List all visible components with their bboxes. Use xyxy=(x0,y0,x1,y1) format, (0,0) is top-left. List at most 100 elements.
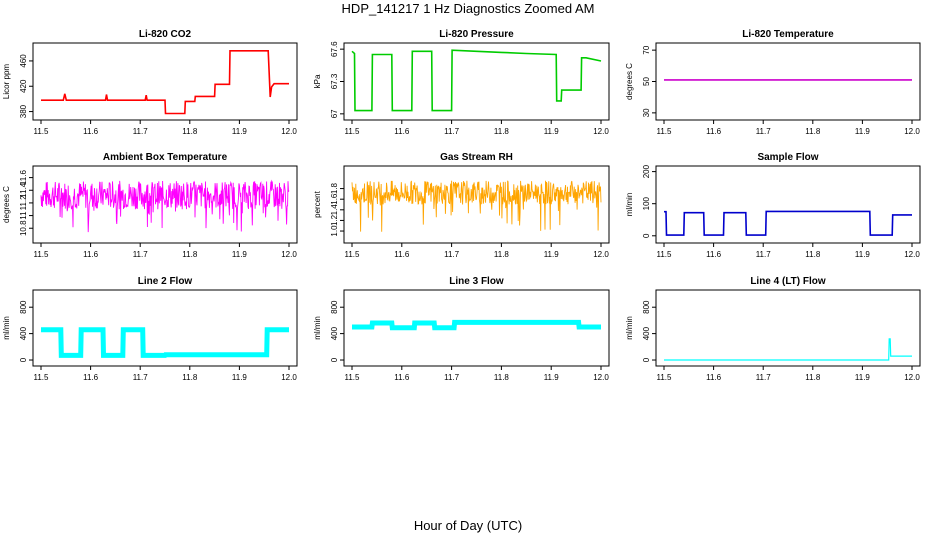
plot-frame xyxy=(32,42,298,121)
y-tick-label: 380 xyxy=(19,104,28,118)
x-tick-label: 11.6 xyxy=(394,373,410,382)
series-line xyxy=(40,179,290,233)
plot-frame xyxy=(655,42,921,121)
series-line xyxy=(351,49,602,112)
x-tick-label: 11.9 xyxy=(232,373,248,382)
series-line xyxy=(41,49,289,115)
y-tick-label: 1.6 xyxy=(330,193,339,205)
x-tick-label: 11.8 xyxy=(182,127,198,136)
x-tick-label: 11.7 xyxy=(133,373,149,382)
y-axis-label: ml/min xyxy=(625,316,634,340)
x-tick-label: 11.6 xyxy=(394,250,410,259)
y-axis-label: Licor ppm xyxy=(2,64,11,99)
x-tick-label: 11.8 xyxy=(805,373,821,382)
panel-title: Line 4 (LT) Flow xyxy=(750,276,826,287)
panel-title: Gas Stream RH xyxy=(440,152,513,163)
x-tick-label: 11.5 xyxy=(657,127,673,136)
plot-frame xyxy=(343,289,610,367)
x-tick-label: 11.8 xyxy=(494,127,510,136)
x-tick-label: 11.7 xyxy=(756,127,772,136)
x-tick-label: 11.5 xyxy=(34,250,50,259)
panel-title: Li-820 Pressure xyxy=(439,29,514,40)
y-tick-label: 0 xyxy=(642,357,651,362)
x-tick-label: 11.7 xyxy=(133,250,149,259)
x-tick-label: 12.0 xyxy=(281,373,297,382)
x-tick-label: 11.8 xyxy=(494,250,510,259)
plot-frame xyxy=(343,165,610,244)
panel-ambient-box-temperature: Ambient Box Temperature degrees C 11.5 11.6… xyxy=(2,152,298,259)
x-tick-label: 11.9 xyxy=(544,373,560,382)
y-tick-label: 0 xyxy=(642,233,651,238)
x-tick-label: 11.6 xyxy=(394,127,410,136)
x-tick-label: 11.9 xyxy=(855,373,871,382)
figure-x-axis-label: Hour of Day (UTC) xyxy=(413,518,523,533)
panel-li-820-pressure: Li-820 Pressure kPa 11.5 11.6 11.7 11.8 11.9 12… xyxy=(313,29,610,136)
x-tick-label: 12.0 xyxy=(593,250,609,259)
y-tick-label: 1.4 xyxy=(330,204,339,216)
x-tick-label: 11.8 xyxy=(494,373,510,382)
y-tick-label: 0 xyxy=(330,357,339,362)
series-line xyxy=(664,338,912,361)
x-tick-label: 12.0 xyxy=(281,250,297,259)
y-axis-label: degrees C xyxy=(625,63,634,100)
y-tick-label: 800 xyxy=(330,300,339,314)
y-tick-label: 10.8 xyxy=(19,220,28,236)
y-axis-label: degrees C xyxy=(2,186,11,223)
y-axis-label: ml/min xyxy=(2,316,11,340)
plot-frame xyxy=(655,165,921,244)
y-tick-label: 400 xyxy=(19,326,28,340)
x-tick-label: 11.9 xyxy=(544,127,560,136)
x-tick-label: 11.8 xyxy=(805,250,821,259)
series-line xyxy=(41,327,289,358)
x-tick-label: 12.0 xyxy=(904,127,920,136)
panel-gas-stream-rh: Gas Stream RH percent 11.5 11.6 11.7 11.8 11.9… xyxy=(313,152,610,259)
x-tick-label: 11.6 xyxy=(706,250,722,259)
x-tick-label: 11.6 xyxy=(706,373,722,382)
y-tick-label: 11 xyxy=(19,211,28,220)
x-tick-label: 11.7 xyxy=(444,373,460,382)
panel-line-3-flow: Line 3 Flow ml/min 11.5 11.6 11.7 11.8 11.9 12.… xyxy=(313,276,610,382)
y-tick-label: 420 xyxy=(19,79,28,93)
x-tick-label: 11.5 xyxy=(657,250,673,259)
x-tick-label: 11.7 xyxy=(444,127,460,136)
y-axis-label: ml/min xyxy=(625,193,634,217)
y-tick-label: 67.6 xyxy=(330,41,339,57)
plot-frame xyxy=(32,289,298,367)
panel-title: Line 2 Flow xyxy=(138,276,193,287)
x-tick-label: 11.9 xyxy=(232,250,248,259)
y-tick-label: 70 xyxy=(642,45,651,54)
y-tick-label: 800 xyxy=(19,300,28,314)
x-tick-label: 11.6 xyxy=(706,127,722,136)
x-tick-label: 11.5 xyxy=(345,127,361,136)
y-tick-label: 0 xyxy=(19,357,28,362)
x-tick-label: 11.8 xyxy=(182,250,198,259)
panel-li-820-temperature: Li-820 Temperature degrees C 11.5 11.6 11.7 1… xyxy=(625,29,921,136)
y-tick-label: 67 xyxy=(330,109,339,118)
x-tick-label: 11.5 xyxy=(345,373,361,382)
x-tick-label: 11.5 xyxy=(345,250,361,259)
panel-line-4-lt-flow: Line 4 (LT) Flow ml/min 11.5 11.6 11.7 11.8 11… xyxy=(625,276,921,382)
x-tick-label: 11.7 xyxy=(756,250,772,259)
y-tick-label: 200 xyxy=(642,164,651,178)
panel-title: Ambient Box Temperature xyxy=(103,152,228,163)
y-tick-label: 1.8 xyxy=(330,182,339,194)
y-tick-label: 11.4 xyxy=(19,182,28,198)
x-tick-label: 11.8 xyxy=(182,373,198,382)
x-tick-label: 11.9 xyxy=(855,127,871,136)
y-tick-label: 50 xyxy=(642,77,651,86)
x-tick-label: 11.8 xyxy=(805,127,821,136)
panel-sample-flow: Sample Flow ml/min 11.5 11.6 11.7 11.8 11.9 12.… xyxy=(625,152,921,259)
x-tick-label: 11.9 xyxy=(855,250,871,259)
panel-title: Line 3 Flow xyxy=(449,276,504,287)
x-tick-label: 11.9 xyxy=(232,127,248,136)
y-tick-label: 100 xyxy=(642,196,651,210)
series-line xyxy=(351,180,602,232)
x-tick-label: 12.0 xyxy=(281,127,297,136)
y-axis-label: ml/min xyxy=(313,316,322,340)
y-axis-label: kPa xyxy=(313,74,322,88)
x-tick-label: 11.6 xyxy=(83,373,99,382)
x-tick-label: 11.7 xyxy=(444,250,460,259)
y-tick-label: 30 xyxy=(642,108,651,117)
y-tick-label: 11.2 xyxy=(19,195,28,211)
